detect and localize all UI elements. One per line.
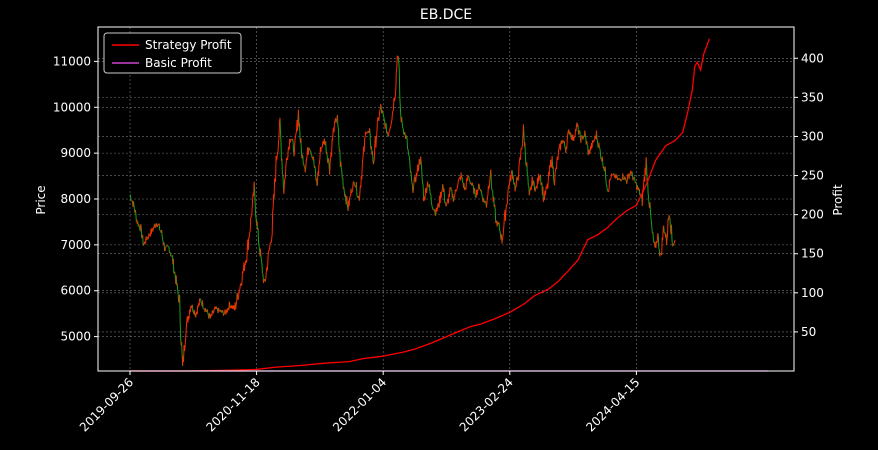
y-tick-label-8000: 8000 [60, 192, 91, 206]
y-axis-right: 50 100 150 200 250 300 350 400 [794, 51, 824, 339]
y-tick-label-5000: 5000 [60, 330, 91, 344]
price-series [129, 55, 676, 366]
y2-tick-label-300: 300 [801, 129, 824, 143]
y2-tick-label-100: 100 [801, 286, 824, 300]
y-axis-right-title: Profit [831, 184, 845, 216]
y-tick-label-10000: 10000 [53, 100, 91, 114]
chart-title: EB.DCE [420, 7, 472, 23]
y2-tick-label-50: 50 [801, 325, 816, 339]
series-line-strategy-profit [130, 38, 711, 372]
y-axis-left-title: Price [34, 185, 48, 214]
grid-lines [98, 27, 794, 371]
y-axis-left: 5000 6000 7000 8000 9000 10000 11000 [53, 54, 98, 344]
legend-label-basic-profit: Basic Profit [145, 56, 212, 70]
y2-tick-label-250: 250 [801, 169, 824, 183]
y-tick-label-11000: 11000 [53, 54, 91, 68]
price-line-up [131, 55, 676, 366]
y-tick-label-9000: 9000 [60, 146, 91, 160]
y2-tick-label-400: 400 [801, 51, 824, 65]
y-tick-label-6000: 6000 [60, 284, 91, 298]
legend-label-strategy-profit: Strategy Profit [145, 38, 232, 52]
y2-tick-label-200: 200 [801, 208, 824, 222]
y2-tick-label-150: 150 [801, 247, 824, 261]
y-tick-label-7000: 7000 [60, 238, 91, 252]
legend: Strategy Profit Basic Profit [103, 32, 242, 74]
y2-tick-label-350: 350 [801, 90, 824, 104]
